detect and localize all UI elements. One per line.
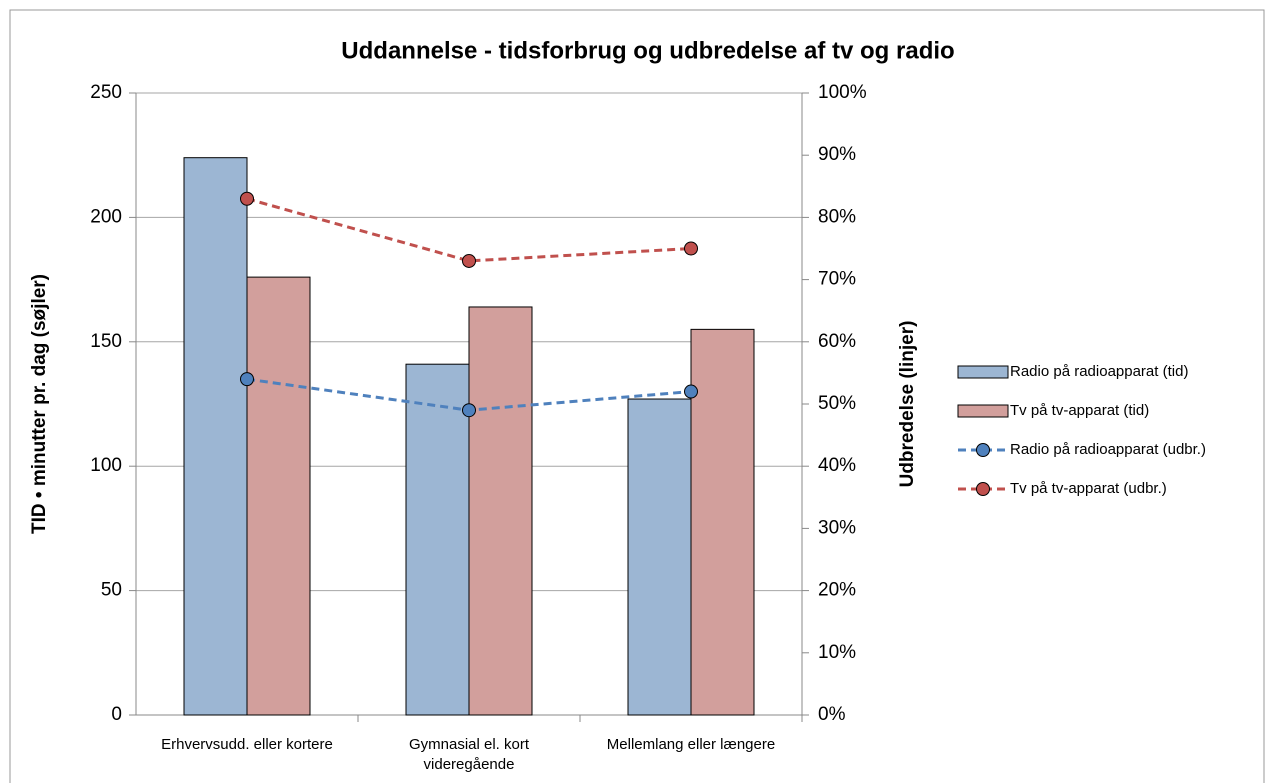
y-axis-title: TID • minutter pr. dag (søjler) bbox=[29, 274, 50, 534]
bar bbox=[405, 363, 470, 716]
y2-tick-label: 30% bbox=[818, 517, 856, 538]
y2-axis-title: Udbredelse (linjer) bbox=[897, 321, 918, 488]
y2-tick-label: 60% bbox=[818, 331, 856, 352]
bar bbox=[246, 276, 311, 716]
y2-tick-label: 100% bbox=[818, 82, 867, 103]
bar bbox=[183, 157, 248, 716]
marker bbox=[240, 191, 254, 206]
marker bbox=[462, 403, 476, 418]
y2-tick-label: 50% bbox=[818, 393, 856, 414]
y-tick-label: 100 bbox=[90, 455, 122, 476]
legend-marker bbox=[976, 482, 990, 496]
legend-label: Radio på radioapparat (tid) bbox=[1010, 363, 1188, 380]
line bbox=[246, 197, 692, 263]
legend-marker bbox=[976, 443, 990, 457]
bar bbox=[627, 398, 692, 716]
y2-tick-label: 0% bbox=[818, 704, 846, 725]
y2-tick-label: 20% bbox=[818, 580, 856, 601]
y2-tick-label: 80% bbox=[818, 206, 856, 227]
x-tick-label: Erhvervsudd. eller kortere bbox=[161, 736, 333, 753]
legend-swatch bbox=[957, 365, 1009, 379]
y-tick-label: 200 bbox=[90, 206, 122, 227]
y-tick-label: 50 bbox=[101, 580, 122, 601]
marker bbox=[684, 384, 698, 399]
legend-label: Radio på radioapparat (udbr.) bbox=[1010, 441, 1206, 458]
bar bbox=[690, 328, 755, 716]
y-tick-label: 150 bbox=[90, 331, 122, 352]
x-tick-label: Gymnasial el. kort videregående bbox=[408, 736, 530, 773]
y2-tick-label: 90% bbox=[818, 144, 856, 165]
marker bbox=[462, 253, 476, 268]
legend-label: Tv på tv-apparat (tid) bbox=[1010, 402, 1149, 419]
y-tick-label: 250 bbox=[90, 82, 122, 103]
chart-title: Uddannelse - tidsforbrug og udbredelse a… bbox=[341, 37, 954, 64]
y-tick-label: 0 bbox=[111, 704, 122, 725]
y2-tick-label: 70% bbox=[818, 269, 856, 290]
legend-label: Tv på tv-apparat (udbr.) bbox=[1010, 480, 1167, 497]
y2-tick-label: 40% bbox=[818, 455, 856, 476]
marker bbox=[240, 372, 254, 387]
bar bbox=[468, 306, 533, 716]
x-tick-label: Mellemlang eller længere bbox=[606, 736, 776, 753]
marker bbox=[684, 241, 698, 256]
legend-swatch bbox=[957, 404, 1009, 418]
y2-tick-label: 10% bbox=[818, 642, 856, 663]
